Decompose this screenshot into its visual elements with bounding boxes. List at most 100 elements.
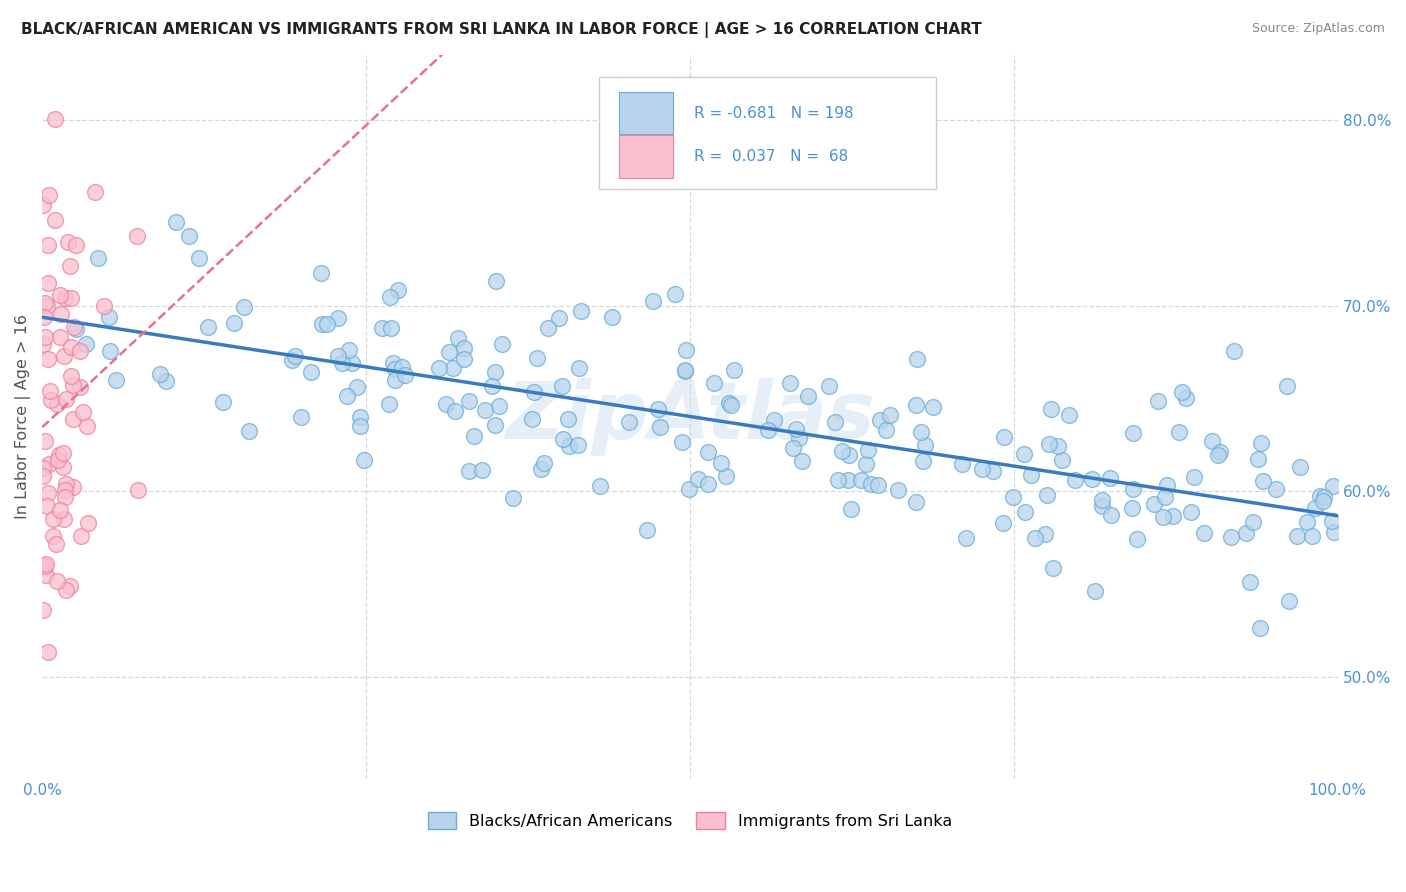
Point: [349, 409, 371, 424]
Point: [62, 412, 84, 426]
Point: [851, 473, 873, 487]
Point: [53, 512, 76, 526]
Point: [48, 449, 70, 463]
Point: [299, 365, 322, 379]
Point: [53, 490, 76, 504]
Point: [1322, 479, 1344, 493]
Point: [720, 398, 742, 412]
Point: [52, 446, 75, 460]
Point: [678, 482, 700, 496]
Point: [380, 290, 402, 304]
Point: [569, 303, 592, 318]
Point: [1303, 501, 1326, 516]
Point: [648, 420, 671, 434]
Point: [485, 274, 508, 288]
Point: [1312, 493, 1334, 508]
Point: [32, 198, 55, 212]
Point: [548, 311, 571, 326]
Point: [537, 320, 560, 334]
Point: [675, 343, 697, 357]
Point: [434, 397, 457, 411]
Point: [484, 417, 506, 432]
Point: [673, 363, 696, 377]
Point: [1241, 515, 1264, 529]
Point: [380, 321, 402, 335]
Point: [779, 376, 801, 391]
Point: [1180, 505, 1202, 519]
Point: [905, 398, 928, 412]
Point: [37, 351, 59, 366]
Point: [384, 373, 406, 387]
Point: [52, 460, 75, 475]
Point: [370, 321, 392, 335]
Point: [1001, 490, 1024, 504]
Point: [165, 215, 187, 229]
Point: [905, 352, 928, 367]
Point: [453, 342, 475, 356]
Point: [1091, 499, 1114, 513]
Point: [353, 453, 375, 467]
Point: [127, 229, 149, 244]
Point: [1220, 530, 1243, 544]
Point: [1101, 508, 1123, 522]
Point: [32, 603, 55, 617]
Point: [83, 185, 105, 199]
Point: [1033, 526, 1056, 541]
Point: [34, 558, 56, 573]
Point: [32, 310, 55, 324]
Point: [1301, 529, 1323, 543]
Point: [32, 461, 55, 475]
Point: [831, 444, 853, 458]
Point: [311, 318, 333, 332]
Point: [377, 396, 399, 410]
Point: [463, 428, 485, 442]
Point: [49, 502, 72, 516]
Point: [34, 296, 56, 310]
Point: [950, 457, 973, 471]
Point: [1039, 402, 1062, 417]
Point: [45, 574, 67, 588]
Point: [643, 293, 665, 308]
Point: [437, 345, 460, 359]
Point: [72, 405, 94, 419]
Point: [384, 362, 406, 376]
Point: [1091, 493, 1114, 508]
Point: [149, 367, 172, 381]
Point: [824, 416, 846, 430]
Point: [782, 442, 804, 456]
Point: [326, 311, 349, 326]
Point: [568, 361, 591, 376]
Point: [1250, 436, 1272, 450]
Point: [910, 425, 932, 439]
Point: [1042, 560, 1064, 574]
Point: [98, 344, 121, 359]
Point: [427, 361, 450, 376]
Point: [49, 307, 72, 321]
Point: [65, 322, 87, 336]
Point: [868, 477, 890, 491]
Point: [42, 512, 65, 526]
Point: [37, 276, 59, 290]
Point: [912, 454, 935, 468]
Point: [447, 331, 470, 345]
Point: [991, 516, 1014, 530]
Point: [34, 330, 56, 344]
Point: [551, 433, 574, 447]
Point: [44, 212, 66, 227]
Point: [921, 401, 943, 415]
Point: [673, 364, 696, 378]
Point: [87, 251, 110, 265]
Point: [34, 434, 56, 448]
Point: [93, 299, 115, 313]
Point: [837, 473, 859, 487]
Point: [1323, 524, 1346, 539]
Point: [1170, 384, 1192, 399]
Point: [458, 464, 481, 478]
Point: [1208, 448, 1230, 462]
Text: BLACK/AFRICAN AMERICAN VS IMMIGRANTS FROM SRI LANKA IN LABOR FORCE | AGE > 16 CO: BLACK/AFRICAN AMERICAN VS IMMIGRANTS FRO…: [21, 22, 981, 38]
Point: [346, 380, 368, 394]
Point: [1147, 393, 1170, 408]
Point: [1249, 621, 1271, 635]
Point: [533, 456, 555, 470]
Point: [34, 567, 56, 582]
